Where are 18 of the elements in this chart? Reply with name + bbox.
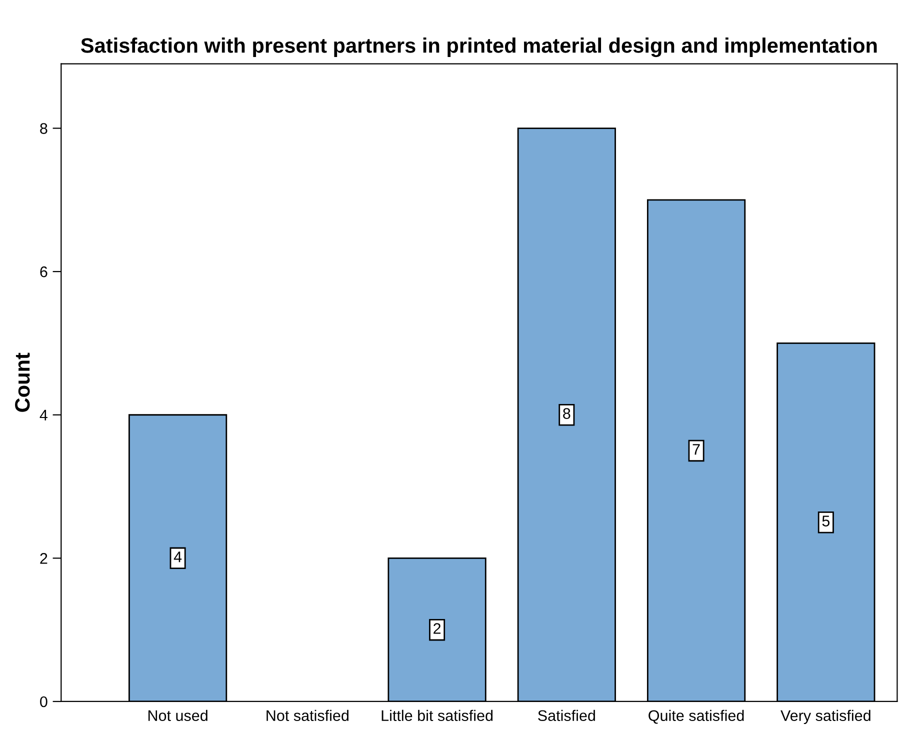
data-label: 7: [692, 444, 700, 455]
data-label: 5: [822, 516, 830, 526]
y-tick-label: 6: [40, 266, 48, 278]
chart-title: Satisfaction with present partners in printed material design and implementation: [80, 38, 877, 58]
y-tick-label: 4: [40, 410, 48, 420]
y-tick-label: 8: [40, 123, 48, 134]
data-label: 2: [434, 623, 441, 634]
data-label: 4: [174, 552, 182, 562]
x-tick-label: Not used: [148, 710, 208, 722]
y-axis-title: Count: [15, 352, 30, 412]
x-tick-label: Little bit satisfied: [382, 710, 493, 722]
x-tick-label: Very satisfied: [780, 710, 870, 724]
data-label: 8: [563, 408, 570, 419]
y-tick-label: 2: [40, 553, 48, 564]
x-tick-label: Not satisfied: [266, 710, 348, 722]
x-tick-label: Satisfied: [538, 710, 595, 722]
y-tick-label: 0: [40, 696, 48, 708]
x-tick-label: Quite satisfied: [648, 710, 744, 724]
